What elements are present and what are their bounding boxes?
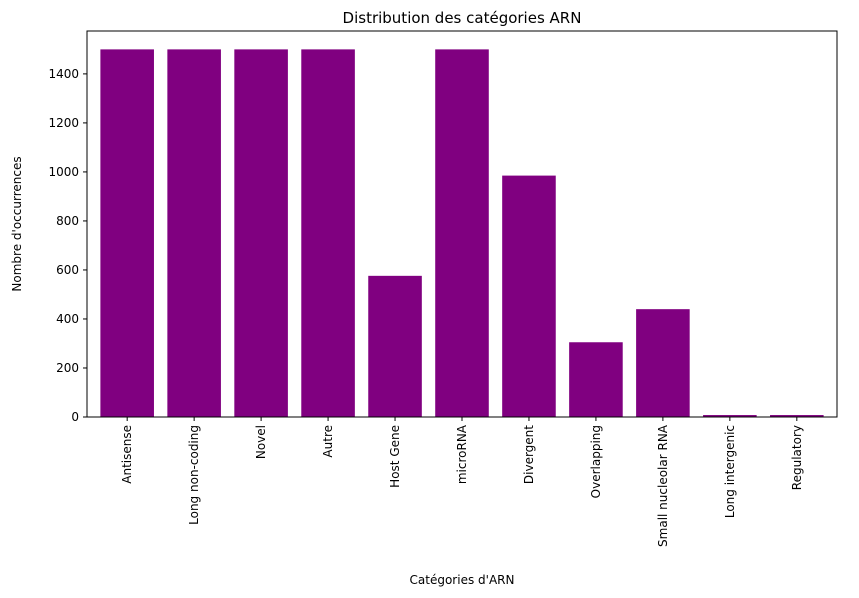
plot-frame [86, 30, 838, 418]
x-tick-label: Divergent [522, 425, 536, 484]
x-tick-label: Regulatory [790, 425, 804, 490]
x-tick-label: Autre [321, 425, 335, 458]
bar-microrna [435, 49, 489, 417]
y-tick-label: 200 [56, 361, 79, 375]
bar-novel [234, 49, 288, 417]
bar-small-nucleolar-rna [636, 309, 690, 417]
x-tick-label: Small nucleolar RNA [656, 424, 670, 547]
y-tick-label: 1000 [48, 165, 79, 179]
chart-title: Distribution des catégories ARN [343, 9, 582, 27]
bar-regulatory [770, 415, 824, 417]
y-tick-label: 800 [56, 214, 79, 228]
x-axis-label: Catégories d'ARN [410, 573, 515, 587]
y-tick-label: 1200 [48, 116, 79, 130]
bar-long-non-coding [167, 49, 221, 417]
bar-divergent [502, 175, 556, 417]
x-tick-label: Overlapping [589, 425, 603, 498]
x-tick-label: Antisense [120, 425, 134, 484]
y-tick-label: 1400 [48, 67, 79, 81]
x-tick-label: Long intergenic [723, 425, 737, 518]
y-tick-label: 600 [56, 263, 79, 277]
bar-host-gene [368, 275, 422, 417]
bar-antisense [100, 49, 154, 417]
bars-group [100, 49, 824, 417]
x-tick-label: microRNA [455, 424, 469, 484]
y-axis-label: Nombre d'occurrences [10, 156, 24, 291]
x-tick-label: Long non-coding [187, 425, 201, 525]
y-axis-ticks: 0 200 400 600 800 1000 1200 1400 [48, 67, 87, 424]
bar-autre [301, 49, 355, 417]
x-axis-ticks: Antisense Long non-coding Novel Autre Host G… [120, 417, 804, 547]
y-tick-label: 0 [71, 410, 79, 424]
y-tick-label: 400 [56, 312, 79, 326]
x-tick-label: Host Gene [388, 425, 402, 488]
bar-overlapping [569, 342, 623, 417]
x-tick-label: Novel [254, 425, 268, 459]
bar-long-intergenic [703, 415, 757, 417]
